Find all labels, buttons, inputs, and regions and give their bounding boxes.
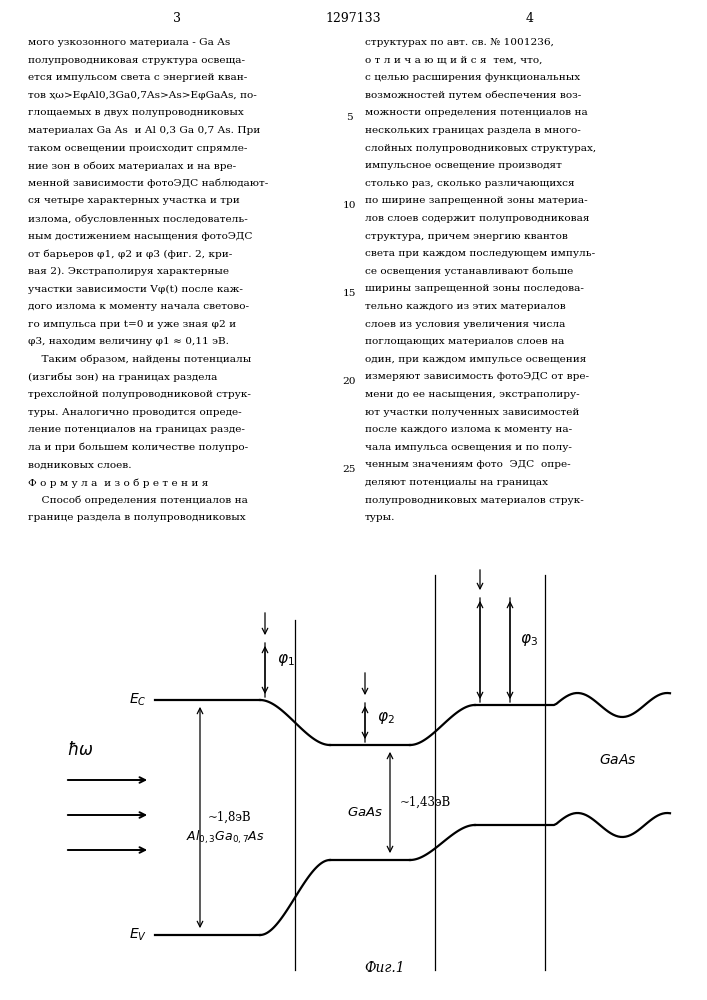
Text: туры. Аналогично проводится опреде-: туры. Аналогично проводится опреде- [28,408,242,417]
Text: с целью расширения функциональных: с целью расширения функциональных [365,73,580,82]
Text: 25: 25 [342,465,356,474]
Text: φ3, находим величину φ1 ≈ 0,11 эВ.: φ3, находим величину φ1 ≈ 0,11 эВ. [28,337,229,346]
Text: го импульса при t=0 и уже зная φ2 и: го импульса при t=0 и уже зная φ2 и [28,320,236,329]
Text: Фиг.1: Фиг.1 [365,961,405,975]
Text: менной зависимости фотоЭДС наблюдают-: менной зависимости фотоЭДС наблюдают- [28,179,268,188]
Text: ширины запрещенной зоны последова-: ширины запрещенной зоны последова- [365,284,584,293]
Text: вая 2). Экстраполируя характерные: вая 2). Экстраполируя характерные [28,267,229,276]
Text: можности определения потенциалов на: можности определения потенциалов на [365,108,588,117]
Text: водниковых слоев.: водниковых слоев. [28,460,132,469]
Text: $\varphi_2$: $\varphi_2$ [377,710,395,726]
Text: $\varphi_1$: $\varphi_1$ [277,652,295,668]
Text: $\varphi_3$: $\varphi_3$ [520,632,538,648]
Text: 3: 3 [173,11,181,24]
Text: (изгибы зон) на границах раздела: (изгибы зон) на границах раздела [28,372,217,382]
Text: о т л и ч а ю щ и й с я  тем, что,: о т л и ч а ю щ и й с я тем, что, [365,56,542,65]
Text: глощаемых в двух полупроводниковых: глощаемых в двух полупроводниковых [28,108,244,117]
Text: 20: 20 [342,377,356,386]
Text: $GaAs$: $GaAs$ [599,753,636,767]
Text: ла и при большем количестве полупро-: ла и при большем количестве полупро- [28,443,248,452]
Text: $Al_{0,3}Ga_{0,7}As$: $Al_{0,3}Ga_{0,7}As$ [186,829,264,846]
Text: полупроводниковая структура освеща-: полупроводниковая структура освеща- [28,56,245,65]
Text: нескольких границах раздела в много-: нескольких границах раздела в много- [365,126,580,135]
Text: материалах Ga As  и Al 0,3 Ga 0,7 As. При: материалах Ga As и Al 0,3 Ga 0,7 As. При [28,126,260,135]
Text: $\hbar\omega$: $\hbar\omega$ [66,741,93,759]
Text: измеряют зависимость фотоЭДС от вре-: измеряют зависимость фотоЭДС от вре- [365,372,589,381]
Text: Ф о р м у л а  и з о б р е т е н и я: Ф о р м у л а и з о б р е т е н и я [28,478,209,488]
Text: ют участки полученных зависимостей: ют участки полученных зависимостей [365,408,579,417]
Text: поглощающих материалов слоев на: поглощающих материалов слоев на [365,337,564,346]
Text: слоев из условия увеличения числа: слоев из условия увеличения числа [365,320,566,329]
Text: по ширине запрещенной зоны материа-: по ширине запрещенной зоны материа- [365,196,588,205]
Text: один, при каждом импульсе освещения: один, при каждом импульсе освещения [365,355,586,364]
Text: 15: 15 [342,289,356,298]
Text: $E_V$: $E_V$ [129,927,147,943]
Text: слойных полупроводниковых структурах,: слойных полупроводниковых структурах, [365,144,596,153]
Text: $GaAs$: $GaAs$ [347,806,383,819]
Text: тельно каждого из этих материалов: тельно каждого из этих материалов [365,302,566,311]
Text: таком освещении происходит спрямле-: таком освещении происходит спрямле- [28,144,247,153]
Text: ние зон в обоих материалах и на вре-: ние зон в обоих материалах и на вре- [28,161,236,171]
Text: лов слоев содержит полупроводниковая: лов слоев содержит полупроводниковая [365,214,590,223]
Text: се освещения устанавливают больше: се освещения устанавливают больше [365,267,573,276]
Text: 5: 5 [346,113,352,122]
Text: ~1,8эВ: ~1,8эВ [208,811,252,824]
Text: 4: 4 [526,11,534,24]
Text: структура, причем энергию квантов: структура, причем энергию квантов [365,232,568,241]
Text: $E_C$: $E_C$ [129,692,147,708]
Text: дого излома к моменту начала светово-: дого излома к моменту начала светово- [28,302,249,311]
Text: ~1,43эВ: ~1,43эВ [400,796,451,809]
Text: импульсное освещение производят: импульсное освещение производят [365,161,562,170]
Text: излома, обусловленных последователь-: излома, обусловленных последователь- [28,214,247,224]
Text: границе раздела в полупроводниковых: границе раздела в полупроводниковых [28,513,245,522]
Text: мого узкозонного материала - Ga As: мого узкозонного материала - Ga As [28,38,230,47]
Text: после каждого излома к моменту на-: после каждого излома к моменту на- [365,425,572,434]
Text: от барьеров φ1, φ2 и φ3 (фиг. 2, кри-: от барьеров φ1, φ2 и φ3 (фиг. 2, кри- [28,249,233,259]
Text: 10: 10 [342,201,356,210]
Text: 1297133: 1297133 [325,11,381,24]
Text: туры.: туры. [365,513,395,522]
Text: участки зависимости Vφ(t) после каж-: участки зависимости Vφ(t) после каж- [28,284,243,294]
Text: ся четыре характерных участка и три: ся четыре характерных участка и три [28,196,240,205]
Text: структурах по авт. св. № 1001236,: структурах по авт. св. № 1001236, [365,38,554,47]
Text: мени до ее насыщения, экстраполиру-: мени до ее насыщения, экстраполиру- [365,390,580,399]
Text: света при каждом последующем импуль-: света при каждом последующем импуль- [365,249,595,258]
Text: полупроводниковых материалов струк-: полупроводниковых материалов струк- [365,496,584,505]
Text: возможностей путем обеспечения воз-: возможностей путем обеспечения воз- [365,91,581,100]
Text: ченным значениям фото  ЭДС  опре-: ченным значениям фото ЭДС опре- [365,460,571,469]
Text: чала импульса освещения и по полу-: чала импульса освещения и по полу- [365,443,572,452]
Text: трехслойной полупроводниковой струк-: трехслойной полупроводниковой струк- [28,390,251,399]
Text: ется импульсом света с энергией кван-: ется импульсом света с энергией кван- [28,73,247,82]
Text: столько раз, сколько различающихся: столько раз, сколько различающихся [365,179,575,188]
Text: Таким образом, найдены потенциалы: Таким образом, найдены потенциалы [28,355,251,364]
Text: Способ определения потенциалов на: Способ определения потенциалов на [28,496,248,505]
Text: деляют потенциалы на границах: деляют потенциалы на границах [365,478,548,487]
Text: тов ҳω>EφAl0,3Ga0,7As>As>EφGaAs, по-: тов ҳω>EφAl0,3Ga0,7As>As>EφGaAs, по- [28,91,257,100]
Text: ным достижением насыщения фотоЭДС: ным достижением насыщения фотоЭДС [28,232,252,241]
Text: ление потенциалов на границах разде-: ление потенциалов на границах разде- [28,425,245,434]
